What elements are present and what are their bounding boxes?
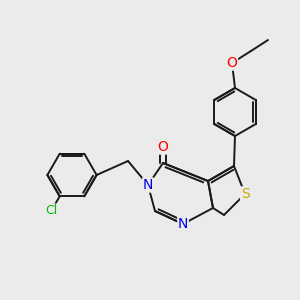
Text: S: S	[241, 187, 249, 201]
Text: N: N	[143, 178, 153, 192]
Text: O: O	[226, 56, 237, 70]
Text: Cl: Cl	[45, 204, 58, 217]
Text: O: O	[158, 140, 168, 154]
Text: N: N	[178, 217, 188, 231]
